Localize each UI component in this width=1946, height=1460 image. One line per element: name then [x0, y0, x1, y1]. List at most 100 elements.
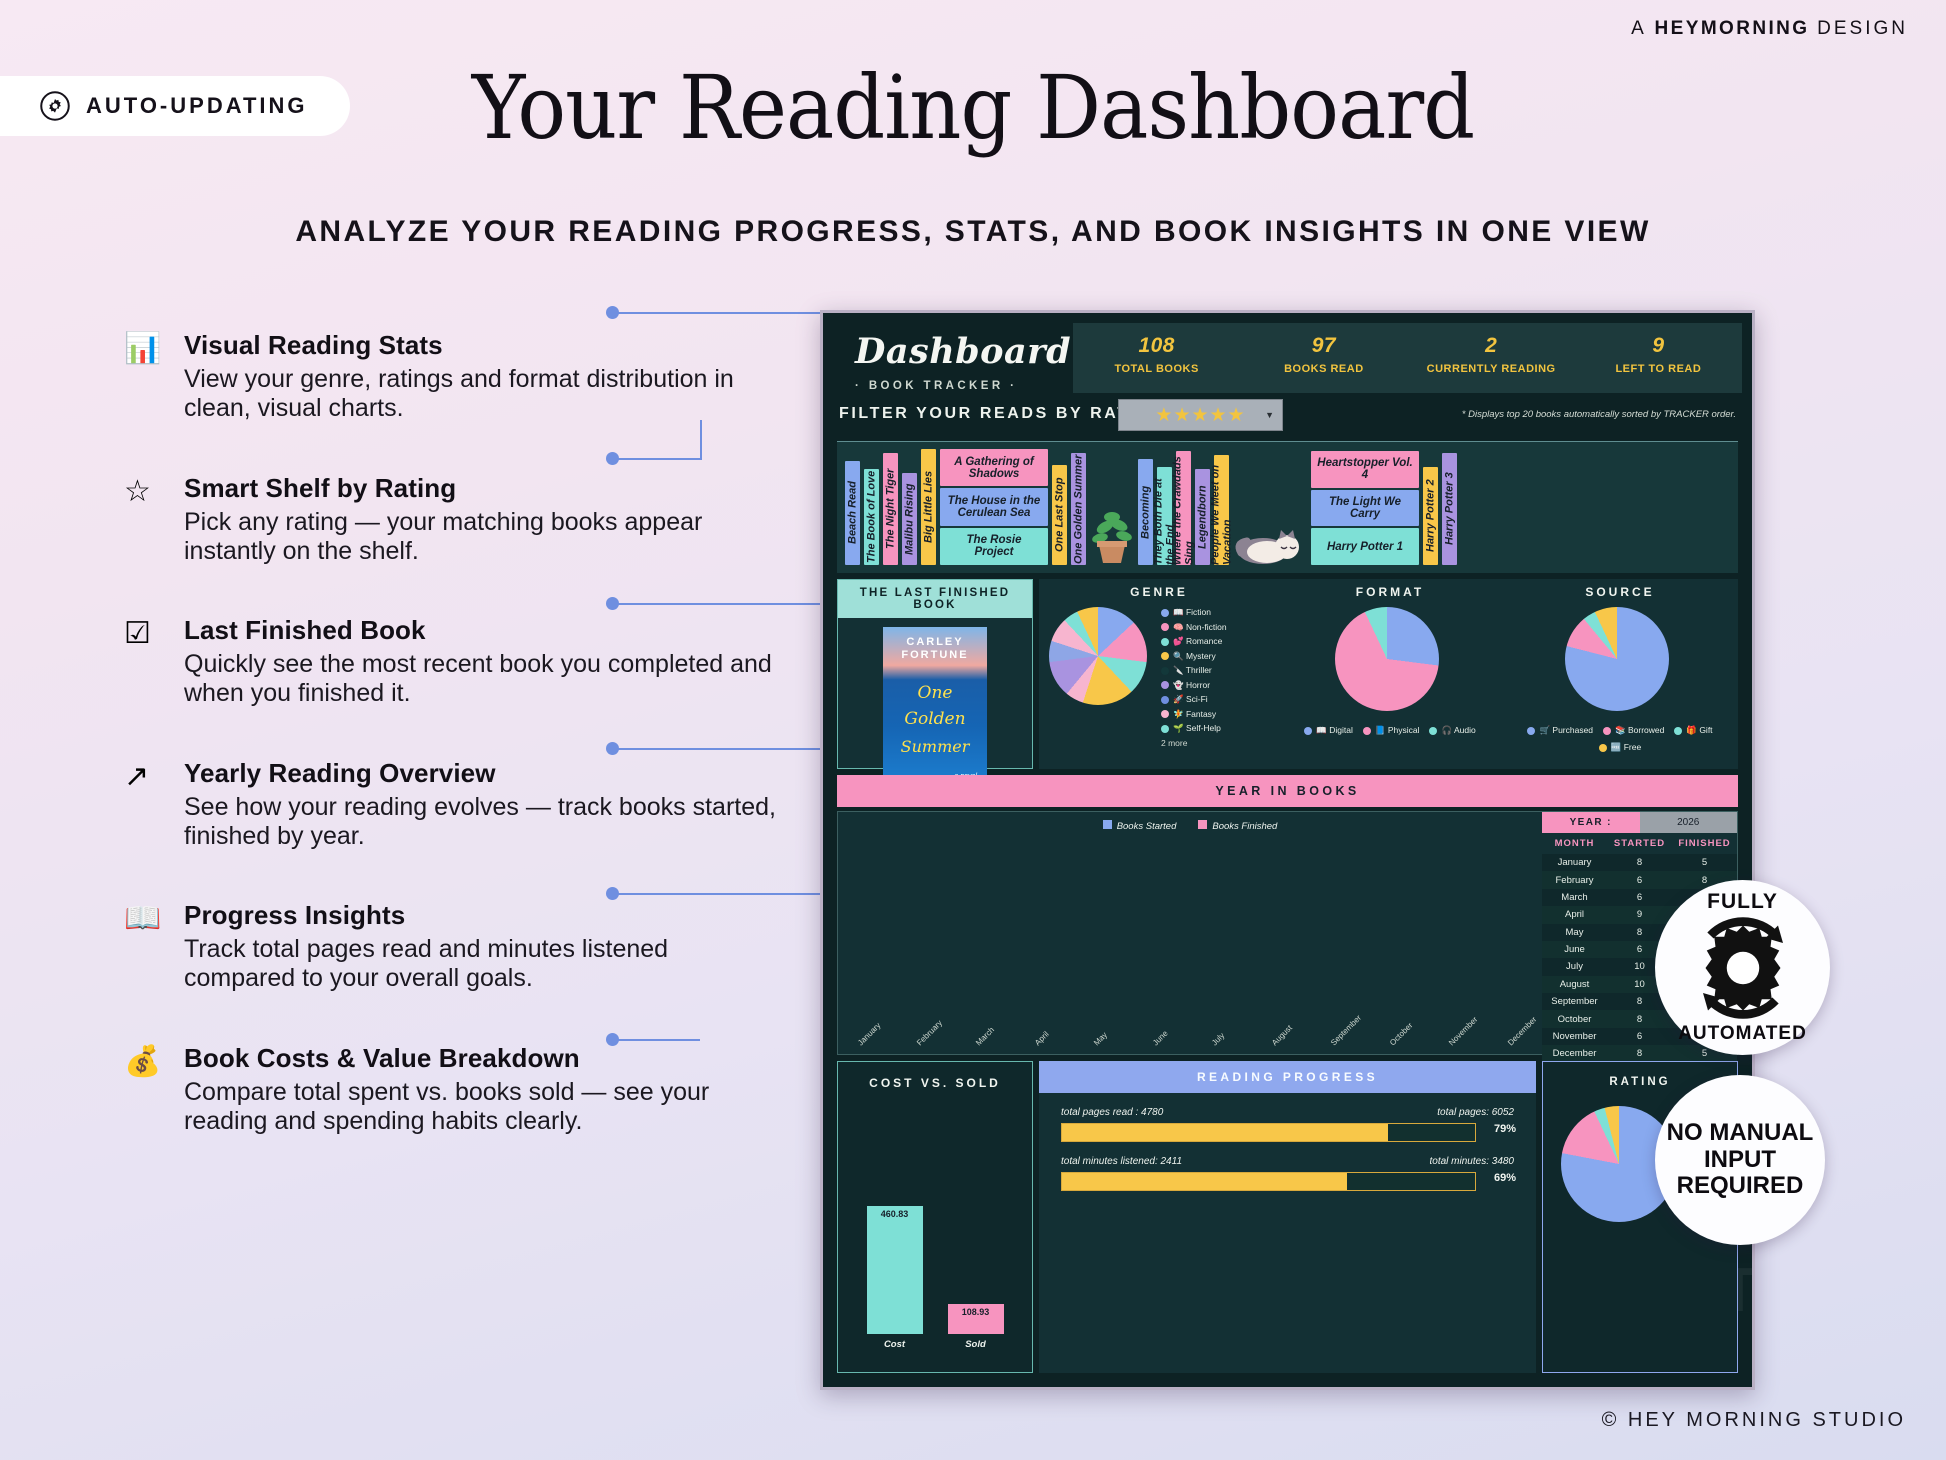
cell-started: 6: [1636, 1030, 1643, 1042]
pie-charts-panel: GENRE 📖 Fiction 🧠 Non-fiction 💕 Romance 🔍 My…: [1039, 579, 1738, 769]
bar-value-label: 108.93: [961, 1306, 990, 1317]
cell-started: 8: [1636, 926, 1643, 938]
book-lying[interactable]: Heartstopper Vol. 4: [1311, 450, 1419, 488]
reading-progress-panel: READING PROGRESS total pages read : 4780…: [1039, 1061, 1536, 1373]
feature-desc: See how your reading evolves — track boo…: [184, 792, 776, 850]
book-spine[interactable]: The Night Tiger: [883, 453, 898, 565]
legend-item: Books Finished: [1198, 820, 1277, 832]
stamp-line-3: REQUIRED: [1676, 1172, 1804, 1200]
dashboard-logo-title: Dashboard: [855, 331, 1072, 372]
book-lying[interactable]: The Light We Carry: [1311, 489, 1419, 527]
progress-right-label: total pages: 6052: [1437, 1107, 1514, 1118]
column-header: STARTED: [1613, 838, 1666, 849]
book-spine[interactable]: Beach Read: [845, 461, 860, 565]
book-stack: Heartstopper Vol. 4 The Light We Carry Har…: [1311, 450, 1419, 565]
cell-month: April: [1564, 909, 1584, 921]
feature-title: Book Costs & Value Breakdown: [184, 1042, 580, 1073]
kpi-card: 97 BOOKS READ: [1240, 323, 1407, 393]
book-spine[interactable]: People We Meet on Vacation: [1210, 455, 1234, 565]
cell-month: July: [1566, 961, 1583, 973]
trending-up-icon: ↗: [124, 759, 150, 793]
stamp-line-1: NO MANUAL: [1666, 1118, 1814, 1146]
cell-month: August: [1559, 978, 1590, 990]
feature-item: 📖 Progress Insights Track total pages re…: [124, 900, 784, 994]
pie-chart-source: SOURCE 🛒 Purchased 📚 Borrowed 🎁 Gift 🆓 Free: [1505, 585, 1735, 752]
cell-started: 6: [1636, 874, 1643, 886]
no-manual-input-stamp: NO MANUAL INPUT REQUIRED: [1655, 1075, 1825, 1245]
book-lying[interactable]: A Gathering of Shadows: [940, 449, 1048, 487]
pie-legend: 📖 Fiction 🧠 Non-fiction 💕 Romance 🔍 Mystery…: [1161, 607, 1227, 748]
book-spine[interactable]: One Last Stop: [1052, 465, 1067, 565]
kpi-label: CURRENTLY READING: [1426, 363, 1556, 375]
feature-item: 💰 Book Costs & Value Breakdown Compare t…: [124, 1043, 784, 1137]
legend-item: 🎧 Audio: [1429, 725, 1476, 736]
legend-item: 🌱 Self-Help: [1161, 723, 1227, 734]
footer-credit: © HEY MORNING STUDIO: [1601, 1409, 1906, 1431]
progress-labels: total pages read : 4780 total pages: 605…: [1061, 1107, 1514, 1118]
cell-month: November: [1552, 1030, 1597, 1042]
progress-percent: 69%: [1493, 1172, 1516, 1184]
sleeping-cat-icon: [1233, 521, 1307, 565]
stamp-text: NO MANUAL INPUT REQUIRED: [1666, 1118, 1814, 1201]
book-spine[interactable]: Malibu Rising: [902, 473, 917, 565]
book-lying[interactable]: The Rosie Project: [940, 527, 1048, 565]
book-spine[interactable]: The Book of Love: [864, 469, 879, 565]
month-label: October: [1387, 1020, 1415, 1048]
gear-arrows-icon: [1702, 916, 1783, 1019]
cell-started: 10: [1634, 961, 1645, 973]
kpi-label: TOTAL BOOKS: [1114, 363, 1199, 375]
reading-progress-rows: total pages read : 4780 total pages: 605…: [1039, 1107, 1536, 1191]
progress-fill: [1062, 1124, 1389, 1141]
dashboard-logo: Dashboard · BOOK TRACKER ·: [855, 331, 1071, 392]
book-lying[interactable]: The House in the Cerulean Sea: [940, 488, 1048, 526]
pie-title: SOURCE: [1585, 585, 1655, 599]
chevron-down-icon: ▼: [1265, 410, 1275, 420]
cover-title-line2: Golden: [904, 709, 966, 729]
pie-title: GENRE: [1130, 585, 1188, 599]
progress-row: total minutes listened: 2411 total minut…: [1039, 1156, 1536, 1191]
book-spine[interactable]: Harry Potter 2: [1423, 467, 1438, 565]
dashboard-inner: © HEY MORNING STUDIO Dashboard · BOOK TR…: [833, 323, 1752, 1377]
stamp-bottom-word: AUTOMATED: [1678, 1023, 1807, 1044]
year-selector-row[interactable]: YEAR : 2026: [1542, 812, 1737, 833]
book-spine[interactable]: One Golden Summer: [1071, 453, 1086, 565]
month-label: December: [1505, 1014, 1539, 1048]
auto-updating-label: AUTO-UPDATING: [86, 93, 308, 118]
progress-track: [1061, 1123, 1476, 1142]
cell-started: 6: [1636, 944, 1643, 956]
book-spine[interactable]: Legendborn: [1195, 469, 1210, 565]
auto-updating-badge: AUTO-UPDATING: [0, 76, 350, 136]
feature-item: ☑ Last Finished Book Quickly see the mos…: [124, 615, 784, 709]
year-in-books-panel: YEAR IN BOOKS Books Started Books Finishe…: [837, 775, 1738, 1063]
cover-author: CARLEY FORTUNE: [901, 636, 969, 661]
cover-title-line1: One: [917, 683, 953, 703]
legend-item: 📖 Fiction: [1161, 607, 1227, 618]
legend-item: 🛒 Purchased: [1527, 725, 1593, 736]
year-value[interactable]: 2026: [1639, 812, 1737, 833]
column-header: FINISHED: [1678, 838, 1731, 849]
book-lying[interactable]: Harry Potter 1: [1311, 528, 1419, 565]
cell-month: June: [1564, 944, 1585, 956]
kpi-label: LEFT TO READ: [1615, 363, 1702, 375]
pie-legend: 📖 Digital 📘 Physical 🎧 Audio: [1275, 725, 1505, 736]
feature-item: 📊 Visual Reading Stats View your genre, …: [124, 330, 784, 424]
rating-filter-select[interactable]: ★★★★★ ▼: [1118, 399, 1283, 431]
book-spine[interactable]: Where the Crawdads Sing: [1172, 451, 1196, 565]
brand-line: A HEYMORNING DESIGN: [1631, 18, 1908, 40]
pie-title: FORMAT: [1355, 585, 1425, 599]
cell-started: 8: [1636, 857, 1643, 869]
book-spine[interactable]: Harry Potter 3: [1442, 453, 1457, 565]
book-spine[interactable]: Becoming: [1138, 459, 1153, 565]
year-label: YEAR :: [1569, 817, 1612, 828]
legend-item: 📚 Borrowed: [1603, 725, 1664, 736]
feature-desc: Track total pages read and minutes liste…: [184, 935, 669, 993]
money-bag-icon: 💰: [124, 1044, 162, 1078]
cost-vs-sold-bars: 460.83 Cost 108.93 Sold: [854, 1108, 1016, 1350]
book-spine[interactable]: They Both Die at the End: [1153, 467, 1177, 565]
dashboard-topbar: Dashboard · BOOK TRACKER · 108 TOTAL BOO…: [833, 323, 1742, 393]
month-label: April: [1033, 1029, 1051, 1048]
book-spine[interactable]: Big Little Lies: [921, 449, 936, 565]
bar-value-label: 460.83: [880, 1209, 909, 1219]
dashboard-logo-subtitle: · BOOK TRACKER ·: [855, 380, 1018, 392]
